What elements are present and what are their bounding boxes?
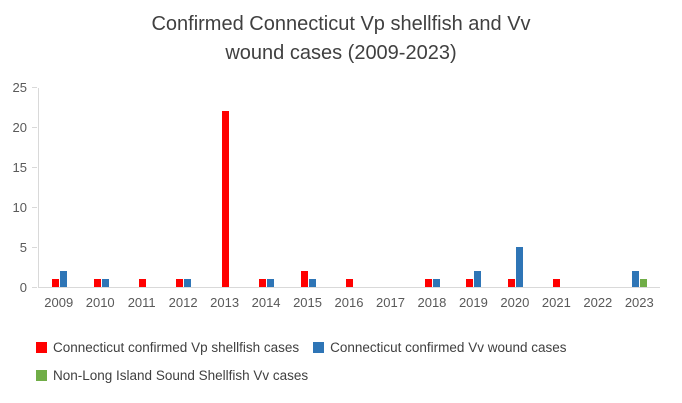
legend-item-non-lis-vv: Non-Long Island Sound Shellfish Vv cases bbox=[36, 368, 308, 383]
x-axis-label-2016: 2016 bbox=[334, 295, 364, 310]
legend-marker-vv-wound bbox=[313, 342, 325, 353]
bar-vp-shellfish-2020 bbox=[507, 279, 515, 287]
bar-group-2018 bbox=[412, 88, 453, 287]
bars-container bbox=[39, 88, 660, 287]
x-axis-label-2020: 2020 bbox=[500, 295, 530, 310]
y-axis-label-20: 20 bbox=[12, 120, 27, 135]
y-axis-label-15: 15 bbox=[12, 160, 27, 175]
x-axis-label-2013: 2013 bbox=[210, 295, 240, 310]
y-axis-tick bbox=[32, 287, 37, 288]
bar-vp-shellfish-2014 bbox=[259, 279, 267, 287]
bar-group-2021 bbox=[536, 88, 577, 287]
x-axis-label-2019: 2019 bbox=[458, 295, 488, 310]
bar-group-2020 bbox=[494, 88, 535, 287]
y-axis-tick bbox=[32, 167, 37, 168]
bar-vp-shellfish-2011 bbox=[139, 279, 147, 287]
x-axis-label-2017: 2017 bbox=[376, 295, 405, 310]
x-axis-label-2011: 2011 bbox=[127, 295, 156, 310]
bar-group-2023 bbox=[619, 88, 660, 287]
bar-group-2022 bbox=[577, 88, 618, 287]
y-axis-label-10: 10 bbox=[12, 200, 27, 215]
chart-legend: Connecticut confirmed Vp shellfish cases… bbox=[36, 340, 676, 383]
legend-item-vv-wound: Connecticut confirmed Vv wound cases bbox=[313, 340, 567, 355]
bar-vv-wound-2019 bbox=[474, 271, 482, 287]
legend-label-vv-wound: Connecticut confirmed Vv wound cases bbox=[330, 340, 567, 355]
bar-vv-wound-2015 bbox=[308, 279, 316, 287]
y-axis-label-0: 0 bbox=[19, 280, 27, 295]
x-axis-label-2023: 2023 bbox=[624, 295, 654, 310]
legend-label-vp-shellfish: Connecticut confirmed Vp shellfish cases bbox=[53, 340, 300, 355]
bar-group-2013 bbox=[205, 88, 246, 287]
y-axis-tick bbox=[32, 207, 37, 208]
bar-group-2017 bbox=[370, 88, 411, 287]
bar-vv-wound-2020 bbox=[515, 247, 523, 287]
bar-group-2019 bbox=[453, 88, 494, 287]
y-axis-tick bbox=[32, 247, 37, 248]
bar-vp-shellfish-2013 bbox=[221, 111, 229, 287]
bar-group-2010 bbox=[80, 88, 121, 287]
bar-vp-shellfish-2012 bbox=[176, 279, 184, 287]
x-axis-label-2018: 2018 bbox=[417, 295, 447, 310]
chart-title-line-1: Confirmed Connecticut Vp shellfish and V… bbox=[151, 13, 531, 35]
legend-marker-non-lis-vv bbox=[36, 370, 47, 381]
legend-item-vp-shellfish: Connecticut confirmed Vp shellfish cases bbox=[36, 340, 299, 355]
chart-title-line-2: wound cases (2009-2023) bbox=[225, 42, 457, 64]
x-axis-label-2009: 2009 bbox=[44, 295, 74, 310]
x-axis-label-2021: 2021 bbox=[541, 295, 571, 310]
legend-marker-vp-shellfish bbox=[36, 342, 47, 353]
x-axis: 2009 2010 2011 2012 2013 2014 2015 2016 2017 2018… bbox=[38, 295, 660, 310]
bar-vv-wound-2023 bbox=[631, 271, 639, 287]
bar-group-2012 bbox=[163, 88, 204, 287]
y-axis: 0 5 10 15 20 25 bbox=[0, 80, 38, 295]
bar-group-2009 bbox=[39, 88, 80, 287]
bar-vp-shellfish-2009 bbox=[52, 279, 60, 287]
y-axis-label-25: 25 bbox=[12, 80, 27, 95]
plot-area bbox=[38, 88, 660, 288]
bar-vv-wound-2009 bbox=[60, 271, 68, 287]
x-axis-label-2022: 2022 bbox=[583, 295, 613, 310]
bar-vv-wound-2014 bbox=[267, 279, 275, 287]
x-axis-label-2010: 2010 bbox=[85, 295, 115, 310]
bar-group-2016 bbox=[329, 88, 370, 287]
bar-vp-shellfish-2016 bbox=[346, 279, 354, 287]
y-axis-label-5: 5 bbox=[19, 240, 27, 255]
bar-group-2015 bbox=[287, 88, 328, 287]
bar-vp-shellfish-2018 bbox=[424, 279, 432, 287]
legend-label-non-lis-vv: Non-Long Island Sound Shellfish Vv cases bbox=[53, 368, 309, 383]
y-axis-tick bbox=[32, 87, 37, 88]
bar-group-2011 bbox=[122, 88, 163, 287]
bar-vp-shellfish-2019 bbox=[466, 279, 474, 287]
bar-vv-wound-2012 bbox=[184, 279, 192, 287]
bar-vv-wound-2010 bbox=[101, 279, 109, 287]
x-axis-label-2012: 2012 bbox=[168, 295, 198, 310]
x-axis-label-2015: 2015 bbox=[293, 295, 322, 310]
bar-vv-wound-2018 bbox=[432, 279, 440, 287]
x-axis-label-2014: 2014 bbox=[251, 295, 281, 310]
bar-vp-shellfish-2010 bbox=[93, 279, 101, 287]
bar-group-2014 bbox=[246, 88, 287, 287]
bar-vp-shellfish-2015 bbox=[300, 271, 308, 287]
bar-non-lis-vv-2023 bbox=[639, 279, 647, 287]
chart-title: Confirmed Connecticut Vp shellfish and V… bbox=[0, 10, 682, 68]
y-axis-tick bbox=[32, 127, 37, 128]
bar-vp-shellfish-2021 bbox=[553, 279, 561, 287]
